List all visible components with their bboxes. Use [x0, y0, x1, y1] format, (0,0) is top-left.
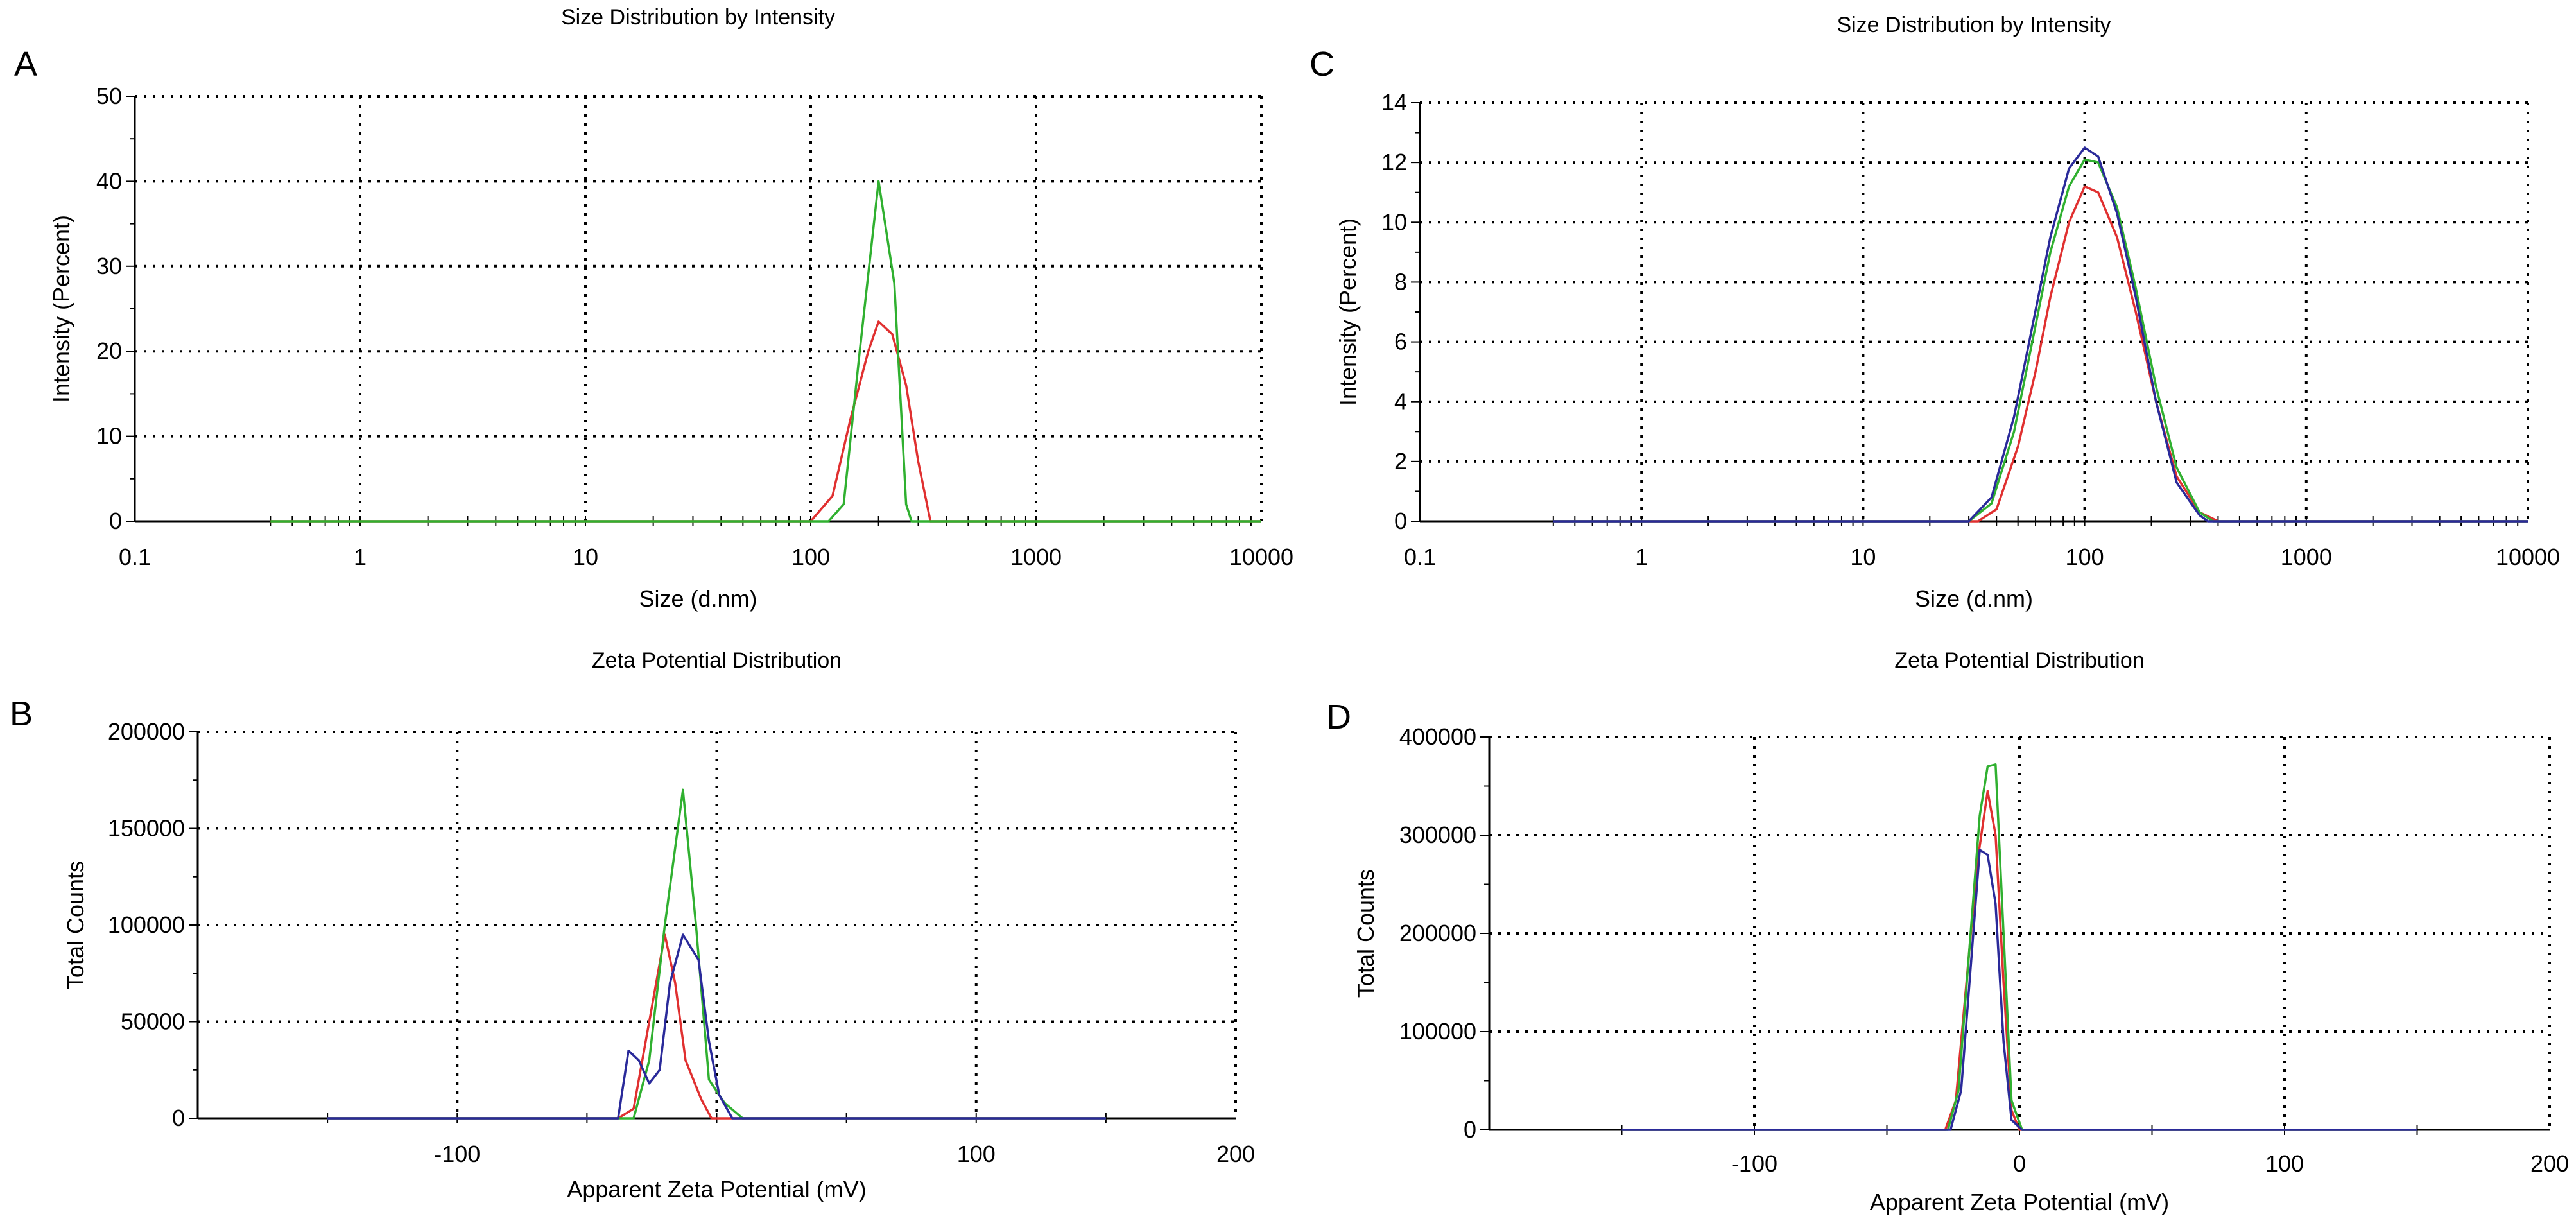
- x-axis-title: Apparent Zeta Potential (mV): [1870, 1189, 2169, 1215]
- x-tick-label: 200: [2530, 1150, 2569, 1177]
- y-tick-label: 150000: [108, 815, 185, 842]
- panel-label: B: [10, 695, 33, 733]
- y-tick-label: 40: [96, 168, 122, 194]
- y-tick-label: 2: [1394, 448, 1407, 474]
- y-axis-title: Total Counts: [1353, 869, 1379, 998]
- y-axis-title: Intensity (Percent): [48, 215, 74, 403]
- chart-title: Size Distribution by Intensity: [1837, 13, 2111, 37]
- y-tick-label: 10: [1381, 209, 1407, 235]
- y-tick-label: 100000: [108, 912, 185, 938]
- y-tick-label: 300000: [1399, 822, 1476, 848]
- x-tick-label: 0.1: [1404, 544, 1436, 570]
- x-tick-label: 1: [354, 544, 367, 570]
- x-tick-label: 1: [1635, 544, 1648, 570]
- chart-panel-c: C Size Distribution by Intensity 0 2 4 6 8 10 12…: [1310, 13, 2560, 612]
- chart-panel-a: A Size Distribution by Intensity 0 10 20 30 40…: [14, 5, 1293, 612]
- series-line-blue: [327, 933, 1106, 1120]
- y-tick-label: 12: [1381, 149, 1407, 175]
- y-tick-label: 0: [109, 508, 122, 534]
- x-tick-label: 200: [1216, 1141, 1255, 1167]
- chart-panel-b: B Zeta Potential Distribution 0 50000 100000…: [10, 648, 1255, 1202]
- y-tick-label: 20: [96, 338, 122, 364]
- x-tick-label: 100: [957, 1141, 996, 1167]
- series-line-blue: [1553, 146, 2528, 523]
- y-tick-label: 400000: [1399, 723, 1476, 750]
- y-tick-label: 14: [1381, 89, 1407, 116]
- panel-label: C: [1310, 45, 1335, 83]
- y-tick-label: 6: [1394, 329, 1407, 355]
- series-line-blue: [1621, 849, 2417, 1131]
- x-tick-label: 10000: [2496, 544, 2560, 570]
- x-tick-label: -100: [434, 1141, 480, 1167]
- series-line-green: [1621, 763, 2417, 1131]
- y-tick-label: 8: [1394, 268, 1407, 295]
- y-tick-label: 100000: [1399, 1018, 1476, 1044]
- x-tick-label: 10: [1850, 544, 1876, 570]
- series-line-red: [1553, 185, 2528, 523]
- x-axis-title: Size (d.nm): [639, 585, 757, 612]
- x-tick-label: 0.1: [119, 544, 151, 570]
- x-tick-label: 1000: [1010, 544, 1062, 570]
- series-line-green: [270, 180, 1261, 523]
- series-line-green: [327, 788, 1106, 1120]
- x-tick-label: 0: [2013, 1150, 2026, 1177]
- x-tick-label: 10: [573, 544, 598, 570]
- x-tick-label: 100: [2265, 1150, 2304, 1177]
- y-axis-title: Total Counts: [62, 861, 89, 989]
- y-tick-label: 50: [96, 83, 122, 109]
- x-axis-title: Apparent Zeta Potential (mV): [567, 1176, 866, 1202]
- chart-title: Size Distribution by Intensity: [561, 5, 835, 30]
- series-line-red: [327, 933, 1106, 1120]
- y-tick-label: 200000: [1399, 920, 1476, 946]
- panel-label: A: [14, 45, 37, 83]
- chart-panel-d: D Zeta Potential Distribution 0 100000 20000…: [1326, 648, 2569, 1215]
- x-tick-label: -100: [1731, 1150, 1777, 1177]
- chart-title: Zeta Potential Distribution: [592, 648, 842, 673]
- y-tick-label: 50000: [121, 1009, 185, 1035]
- panel-label: D: [1326, 698, 1351, 736]
- y-tick-label: 0: [172, 1105, 185, 1131]
- chart-title: Zeta Potential Distribution: [1894, 648, 2144, 673]
- x-tick-label: 100: [2066, 544, 2104, 570]
- y-tick-label: 30: [96, 253, 122, 279]
- y-tick-label: 200000: [108, 718, 185, 745]
- y-tick-label: 10: [96, 423, 122, 449]
- y-tick-label: 0: [1394, 508, 1407, 534]
- series-line-green: [1553, 158, 2528, 523]
- x-tick-label: 1000: [2281, 544, 2332, 570]
- series-line-red: [270, 320, 1261, 523]
- y-tick-label: 0: [1464, 1116, 1476, 1143]
- y-axis-title: Intensity (Percent): [1335, 218, 1361, 406]
- x-axis-title: Size (d.nm): [1915, 585, 2033, 612]
- x-tick-label: 10000: [1229, 544, 1293, 570]
- y-tick-label: 4: [1394, 388, 1407, 415]
- x-tick-label: 100: [791, 544, 830, 570]
